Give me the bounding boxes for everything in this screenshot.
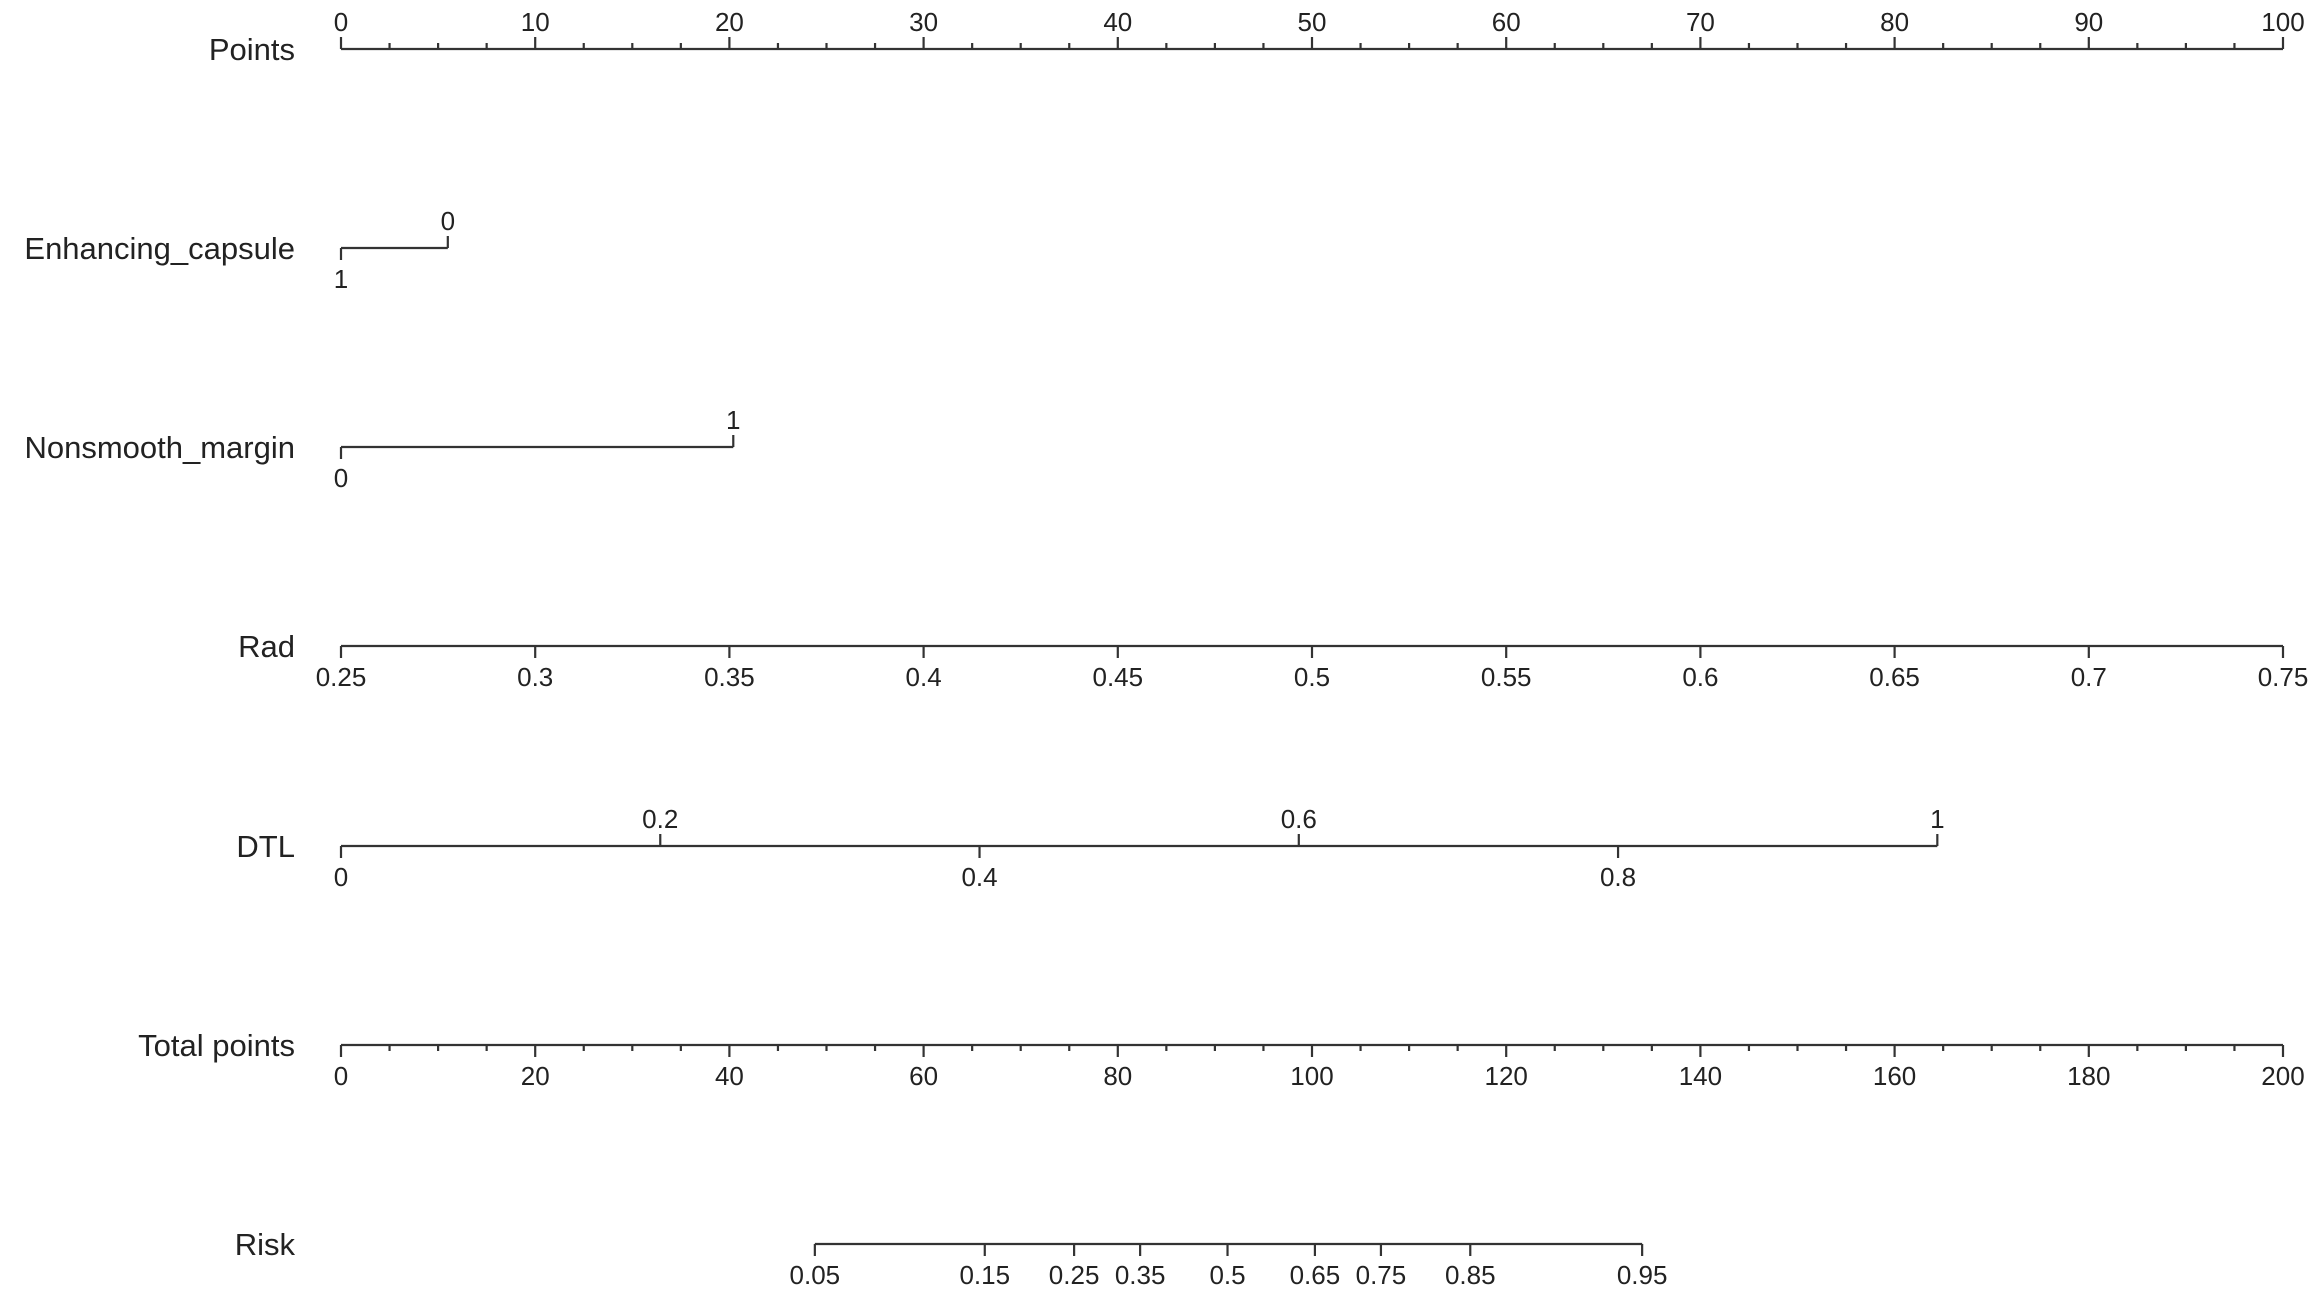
total-points-tick-label: 180: [2067, 1061, 2110, 1091]
risk-tick-label: 0.5: [1209, 1260, 1245, 1290]
points-tick-label: 60: [1492, 7, 1521, 37]
rad-tick-label: 0.25: [316, 662, 367, 692]
total-points-tick-label: 80: [1103, 1061, 1132, 1091]
rad-tick-label: 0.35: [704, 662, 755, 692]
dtl-tick-label: 1: [1930, 804, 1944, 834]
enhancing-capsule-label: Enhancing_capsule: [24, 231, 295, 266]
risk-tick-label: 0.25: [1049, 1260, 1100, 1290]
total-points-tick-label: 120: [1485, 1061, 1528, 1091]
total-points-tick-label: 140: [1679, 1061, 1722, 1091]
points-tick-label: 90: [2074, 7, 2103, 37]
nonsmooth-margin-level-label: 1: [726, 405, 740, 435]
dtl-tick-label: 0.6: [1281, 804, 1317, 834]
rad-tick-label: 0.45: [1092, 662, 1143, 692]
points-tick-label: 20: [715, 7, 744, 37]
dtl-tick-label: 0.4: [961, 862, 997, 892]
risk-tick-label: 0.65: [1290, 1260, 1341, 1290]
nonsmooth-margin-level-label: 0: [334, 463, 348, 493]
rad-tick-label: 0.5: [1294, 662, 1330, 692]
risk-tick-label: 0.75: [1356, 1260, 1407, 1290]
total-points-label: Total points: [138, 1028, 295, 1063]
risk-tick-label: 0.95: [1617, 1260, 1668, 1290]
dtl-tick-label: 0.2: [642, 804, 678, 834]
dtl-label: DTL: [236, 829, 295, 864]
points-tick-label: 10: [521, 7, 550, 37]
points-tick-label: 30: [909, 7, 938, 37]
rad-tick-label: 0.3: [517, 662, 553, 692]
rad-tick-label: 0.75: [2258, 662, 2309, 692]
enhancing-capsule-level-label: 1: [334, 264, 348, 294]
rad-tick-label: 0.4: [906, 662, 942, 692]
points-tick-label: 100: [2261, 7, 2304, 37]
risk-tick-label: 0.35: [1115, 1260, 1166, 1290]
points-tick-label: 0: [334, 7, 348, 37]
risk-tick-label: 0.85: [1445, 1260, 1496, 1290]
points-tick-label: 70: [1686, 7, 1715, 37]
rad-tick-label: 0.55: [1481, 662, 1532, 692]
points-tick-label: 80: [1880, 7, 1909, 37]
points-tick-label: 40: [1103, 7, 1132, 37]
total-points-tick-label: 40: [715, 1061, 744, 1091]
risk-tick-label: 0.05: [790, 1260, 841, 1290]
total-points-tick-label: 0: [334, 1061, 348, 1091]
nonsmooth-margin-label: Nonsmooth_margin: [24, 430, 295, 465]
points-label: Points: [209, 32, 295, 67]
total-points-tick-label: 100: [1290, 1061, 1333, 1091]
rad-tick-label: 0.65: [1869, 662, 1920, 692]
total-points-tick-label: 160: [1873, 1061, 1916, 1091]
total-points-tick-label: 200: [2261, 1061, 2304, 1091]
total-points-tick-label: 60: [909, 1061, 938, 1091]
points-tick-label: 50: [1298, 7, 1327, 37]
total-points-tick-label: 20: [521, 1061, 550, 1091]
dtl-tick-label: 0.8: [1600, 862, 1636, 892]
rad-tick-label: 0.7: [2071, 662, 2107, 692]
enhancing-capsule-level-label: 0: [441, 206, 455, 236]
rad-tick-label: 0.6: [1682, 662, 1718, 692]
rad-label: Rad: [238, 629, 295, 664]
dtl-tick-label: 0: [334, 862, 348, 892]
risk-tick-label: 0.15: [959, 1260, 1010, 1290]
risk-label: Risk: [235, 1227, 296, 1262]
